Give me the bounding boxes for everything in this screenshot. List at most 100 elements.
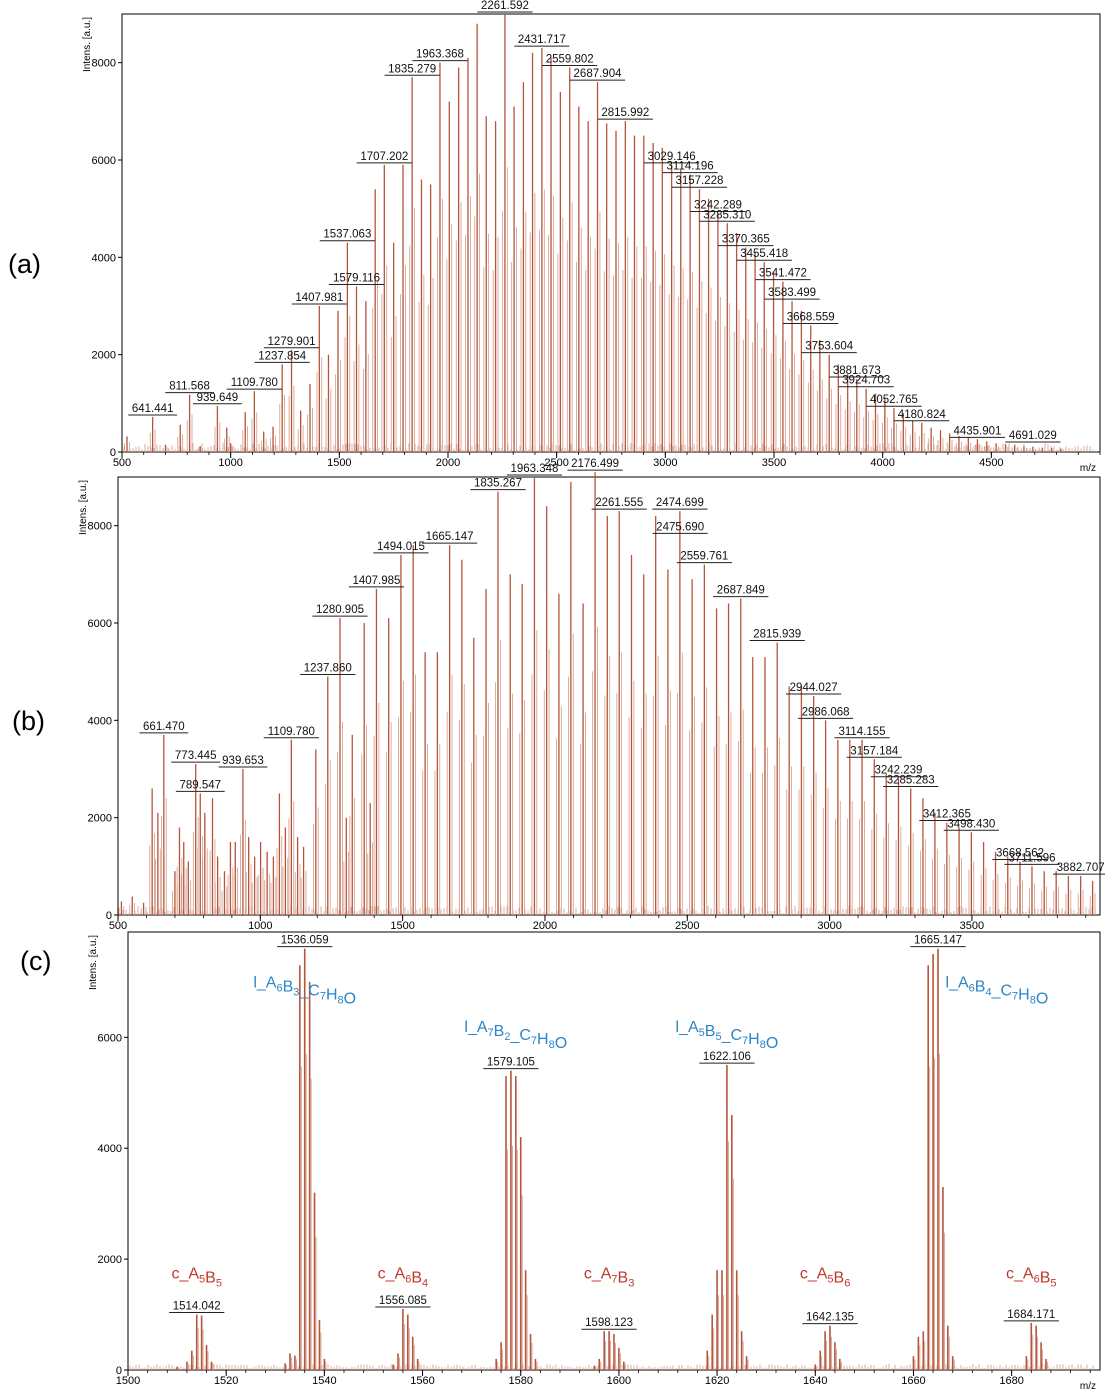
peak-label: 1514.042 [173, 1301, 221, 1313]
x-tick-label: 500 [113, 457, 131, 469]
spectrum-trace [124, 14, 1064, 452]
y-axis-title: Intens. [a.u.] [88, 935, 99, 990]
peak-label: 1963.348 [510, 463, 558, 475]
y-tick-label: 4000 [98, 1143, 122, 1155]
y-tick-label: 2000 [88, 813, 112, 825]
peak-label: 1835.279 [388, 63, 436, 75]
peak-label: 789.547 [179, 779, 221, 791]
peak-label: 1556.085 [379, 1295, 427, 1307]
peak-label: 2986.068 [802, 706, 850, 718]
x-tick-label: 3500 [762, 457, 786, 469]
peak-label: 1963.368 [416, 49, 464, 61]
peak-label: 2261.555 [595, 497, 643, 509]
spectrum-panel-b: (b) Intens. [a.u.] 0 2000 4000 6000 8000 500 100… [12, 458, 1105, 932]
ion-annotation: c_A6B4 [378, 1266, 429, 1290]
peak-label: 3114.155 [838, 726, 885, 738]
peak-label: 2944.027 [790, 682, 838, 694]
ion-annotation: c_A5B6 [800, 1266, 851, 1290]
peak-label: 3668.562 [996, 847, 1044, 859]
peak-label: 1237.860 [304, 663, 352, 675]
peak-label: 1407.981 [295, 292, 343, 304]
peak-label: 3157.184 [850, 745, 899, 757]
x-tick-label: 1500 [116, 1375, 140, 1387]
peak-label: 3029.146 [648, 151, 696, 163]
x-tick-label: 1660 [901, 1375, 925, 1387]
peak-label: 1579.105 [487, 1057, 535, 1069]
peak-label: 1494.015 [377, 541, 425, 553]
peak-label: 3370.365 [722, 234, 770, 246]
x-axis-title: m/z [1080, 463, 1096, 474]
peak-label: 4180.824 [898, 409, 947, 421]
peak-label: 1835.267 [474, 478, 522, 490]
peak-label: 2475.690 [656, 521, 704, 533]
peak-label: 2261.592 [481, 0, 529, 12]
peak-label: 3285.310 [703, 209, 751, 221]
peak-labels: 1514.042 1536.059 1556.085 1579.105 1598.123… [169, 935, 1059, 1330]
peak-label: 1237.854 [258, 350, 307, 362]
plot-frame [117, 476, 1101, 916]
peak-label: 3114.196 [667, 161, 714, 173]
peak-label: 4691.029 [1009, 430, 1057, 442]
ion-annotation: l_A5B5_C7H8O [676, 1019, 779, 1052]
peak-label: 2559.802 [546, 54, 594, 66]
peak-label: 2687.904 [574, 68, 623, 80]
peak-label: 2687.849 [717, 585, 765, 597]
peak-label: 939.653 [222, 755, 264, 767]
y-axis-title: Intens. [a.u.] [78, 480, 89, 535]
ion-annotations: l_A6B3_C7H8O l_A7B2_C7H8O l_A5B5_C7H8O l_A6… [171, 974, 1056, 1289]
peak-label: 1109.780 [268, 726, 315, 738]
panel-label: (a) [8, 249, 41, 279]
peak-label: 3711.596 [1008, 852, 1055, 864]
y-tick-label: 0 [110, 447, 116, 459]
y-tick-label: 6000 [88, 618, 112, 630]
peak-label: 773.445 [175, 750, 217, 762]
peak-label: 939.649 [197, 392, 239, 404]
peak-label: 4052.765 [870, 394, 918, 406]
peak-label: 3881.673 [833, 365, 881, 377]
y-tick-label: 2000 [92, 350, 116, 362]
y-tick-label: 0 [116, 1365, 122, 1377]
baseline-noise [129, 1364, 1094, 1370]
peak-label: 1665.147 [426, 531, 474, 543]
spectrum-trace [176, 948, 1048, 1370]
panel-label: (b) [12, 706, 45, 736]
y-tick-label: 2000 [98, 1254, 122, 1266]
peak-label: 3541.472 [759, 268, 807, 280]
peak-label: 2176.499 [571, 458, 619, 470]
peak-label: 4435.901 [953, 425, 1001, 437]
x-tick-label: 2000 [436, 457, 460, 469]
peak-label: 1684.171 [1007, 1309, 1055, 1321]
x-tick-label: 3500 [960, 920, 984, 932]
spectrum-panel-a: (a) Intens. [a.u.] m/z 0 2000 4000 6000 8000 500… [8, 0, 1101, 474]
peak-label: 1537.063 [323, 229, 371, 241]
peak-label: 661.470 [143, 721, 185, 733]
peak-label: 1598.123 [585, 1317, 633, 1329]
x-tick-label: 4500 [979, 457, 1003, 469]
plot-frame [127, 931, 1101, 1371]
peak-label: 1642.135 [806, 1312, 854, 1324]
ion-annotation: l_A6B3_C7H8O [253, 974, 356, 1007]
x-tick-label: 1000 [218, 457, 242, 469]
panel-label: (c) [20, 946, 51, 976]
x-tick-label: 1500 [390, 920, 414, 932]
x-tick-label: 2000 [533, 920, 557, 932]
y-tick-label: 8000 [92, 58, 116, 70]
plot-frame [121, 13, 1101, 453]
peak-label: 2815.939 [753, 628, 801, 640]
x-tick-label: 1520 [214, 1375, 238, 1387]
peak-label: 3753.604 [805, 341, 854, 353]
peak-label: 1407.985 [352, 575, 400, 587]
ion-annotation: c_A5B5 [171, 1266, 222, 1290]
y-tick-label: 4000 [88, 715, 112, 727]
x-tick-label: 1500 [327, 457, 351, 469]
baseline-noise [123, 443, 1094, 452]
peak-label: 1665.147 [914, 935, 962, 947]
x-tick-label: 1560 [410, 1375, 434, 1387]
y-tick-label: 6000 [92, 155, 116, 167]
peak-label: 3242.289 [694, 200, 742, 212]
y-axis-title: Intens. [a.u.] [82, 17, 93, 72]
spectrum-panel-c: (c) Intens. [a.u.] m/z 0 2000 4000 6000 1500 152… [20, 931, 1101, 1392]
